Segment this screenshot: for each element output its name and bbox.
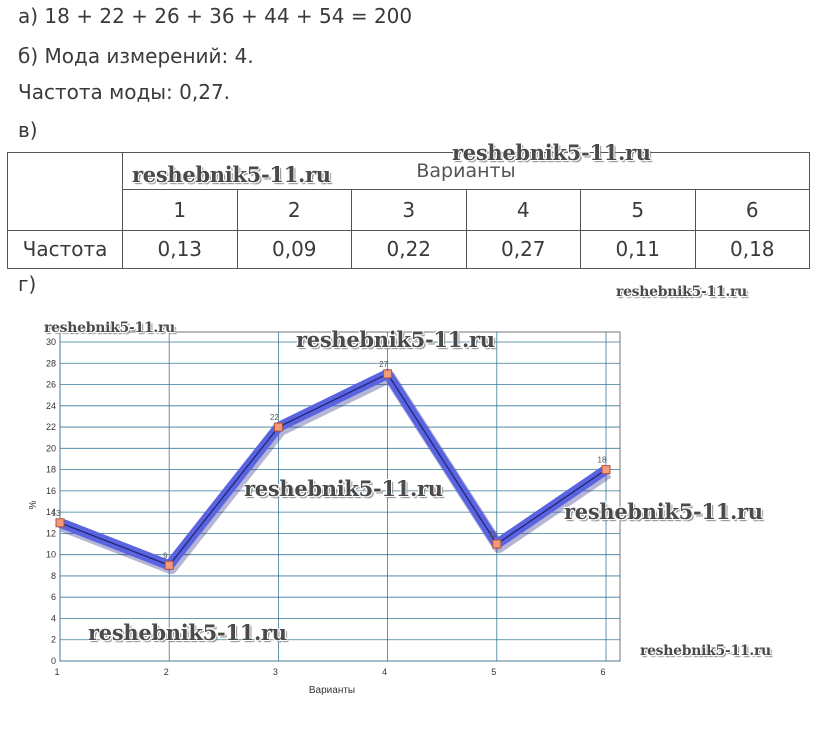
y-tick-label: 0 [51,656,56,666]
watermark: reshebnik5-11.ru [244,476,443,501]
table-corner-cell [7,152,123,231]
y-tick-label: 14 [46,507,56,517]
mode-frequency-line: Частота моды: 0,27. [18,80,231,104]
y-tick-label: 18 [46,465,56,475]
data-point-label: 9 [163,551,168,560]
watermark: reshebnik5-11.ru [296,327,495,352]
watermark: reshebnik5-11.ru [452,140,651,165]
frequency-row-label: Частота [7,229,123,270]
data-point-marker [55,518,65,528]
sum-line: а) 18 + 22 + 26 + 36 + 44 + 54 = 200 [18,4,413,28]
data-point-label: 22 [270,413,279,422]
variant-cell: 2 [236,189,352,231]
x-axis-label: Варианты [309,685,355,696]
part-g-label: г) [18,272,37,296]
y-axis-label: % [28,500,39,509]
part-v-label: в) [18,118,38,142]
mode-line: б) Мода измерений: 4. [18,44,254,68]
y-tick-label: 2 [51,635,56,645]
frequency-cell: 0,22 [351,229,467,270]
y-tick-label: 10 [46,550,56,560]
watermark: reshebnik5-11.ru [640,643,771,659]
data-point-marker [383,369,393,379]
y-tick-label: 26 [46,380,56,390]
data-point-marker [601,465,611,475]
frequency-cell: 0,11 [580,229,696,270]
x-tick-label: 6 [600,667,605,677]
data-point-marker [273,422,283,432]
watermark: reshebnik5-11.ru [44,320,175,336]
frequency-cell: 0,09 [236,229,352,270]
table-header-variants: Варианты [122,151,810,191]
watermark: reshebnik5-11.ru [564,499,763,524]
variant-cell: 6 [694,189,810,231]
data-point-label: 11 [489,530,498,539]
frequency-cell: 0,18 [694,229,810,270]
frequency-cell: 0,27 [465,229,581,270]
data-point-label: 18 [598,456,607,465]
variant-cell: 3 [351,189,467,231]
variants-row: 1 2 3 4 5 6 [8,189,810,231]
watermark: reshebnik5-11.ru [88,620,287,645]
series-line-edge [59,373,607,566]
y-tick-label: 28 [46,358,56,368]
y-tick-label: 16 [46,486,56,496]
data-point-label: 13 [52,509,61,518]
y-tick-label: 8 [51,571,56,581]
watermark: reshebnik5-11.ru [132,162,331,187]
watermark: reshebnik5-11.ru [616,284,747,300]
data-point-marker [492,539,502,549]
y-tick-label: 12 [46,528,56,538]
y-tick-label: 6 [51,592,56,602]
frequency-cell: 0,13 [122,229,238,270]
variant-cell: 4 [465,189,581,231]
frequency-table: Варианты 1 2 3 4 5 6 Частота 0,13 0,09 0… [7,151,810,270]
frequency-row: Частота 0,13 0,09 0,22 0,27 0,11 0,18 [7,229,810,270]
y-tick-label: 22 [46,422,56,432]
y-tick-label: 30 [46,337,56,347]
y-tick-label: 4 [51,613,56,623]
data-point-label: 27 [379,360,388,369]
y-tick-label: 24 [46,401,56,411]
x-tick-label: 3 [273,667,278,677]
x-tick-label: 4 [382,667,387,677]
data-point-marker [164,560,174,570]
x-tick-label: 5 [491,667,496,677]
x-tick-label: 1 [54,667,59,677]
x-tick-label: 2 [164,667,169,677]
y-tick-label: 20 [46,443,56,453]
